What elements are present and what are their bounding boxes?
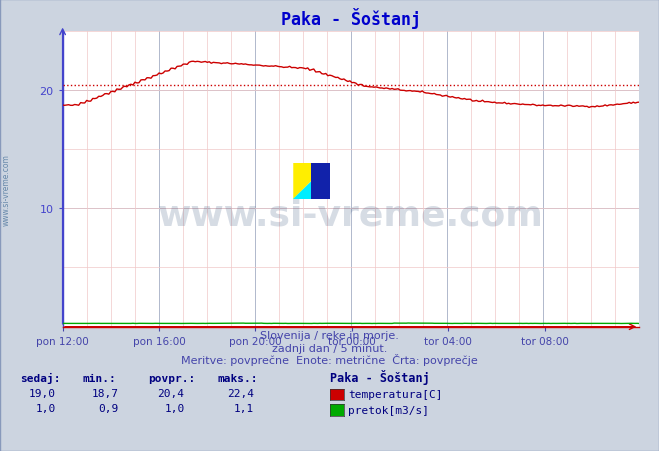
Text: sedaj:: sedaj: <box>20 372 60 383</box>
Text: 19,0: 19,0 <box>29 388 56 398</box>
Polygon shape <box>293 163 330 200</box>
Text: www.si-vreme.com: www.si-vreme.com <box>2 153 11 226</box>
Text: Meritve: povprečne  Enote: metrične  Črta: povprečje: Meritve: povprečne Enote: metrične Črta:… <box>181 354 478 365</box>
Title: Paka - Šoštanj: Paka - Šoštanj <box>281 8 421 28</box>
Polygon shape <box>312 163 330 200</box>
Text: Paka - Šoštanj: Paka - Šoštanj <box>330 369 429 384</box>
Text: 20,4: 20,4 <box>158 388 185 398</box>
Text: 1,0: 1,0 <box>36 403 56 413</box>
Text: Slovenija / reke in morje.: Slovenija / reke in morje. <box>260 330 399 340</box>
Text: 18,7: 18,7 <box>92 388 119 398</box>
Text: www.si-vreme.com: www.si-vreme.com <box>158 198 544 232</box>
Polygon shape <box>293 163 330 200</box>
Text: 0,9: 0,9 <box>98 403 119 413</box>
Polygon shape <box>313 163 330 200</box>
Text: maks.:: maks.: <box>217 373 258 383</box>
Text: pretok[m3/s]: pretok[m3/s] <box>348 405 429 415</box>
Text: temperatura[C]: temperatura[C] <box>348 390 442 400</box>
Text: povpr.:: povpr.: <box>148 373 196 383</box>
Text: 1,1: 1,1 <box>233 403 254 413</box>
Text: zadnji dan / 5 minut.: zadnji dan / 5 minut. <box>272 343 387 353</box>
Text: 1,0: 1,0 <box>164 403 185 413</box>
Text: 22,4: 22,4 <box>227 388 254 398</box>
Text: min.:: min.: <box>82 373 116 383</box>
